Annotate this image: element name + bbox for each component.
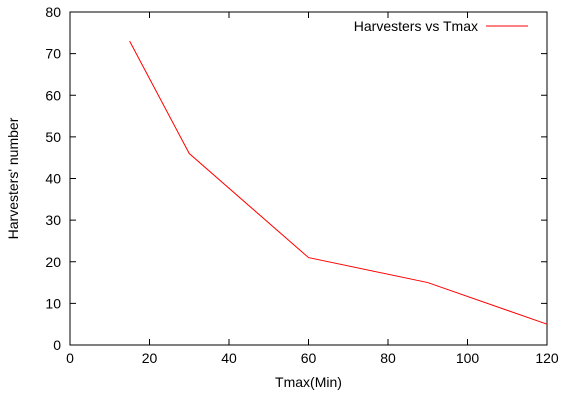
y-tick-label: 50	[45, 129, 61, 145]
legend: Harvesters vs Tmax	[354, 18, 528, 34]
y-tick-label: 40	[45, 171, 61, 187]
y-tick-label: 10	[45, 295, 61, 311]
y-tick-label: 80	[45, 4, 61, 20]
plot-frame	[69, 11, 548, 346]
y-tick-label: 70	[45, 46, 61, 62]
x-tick-label: 120	[535, 350, 559, 366]
x-tick-label: 100	[456, 350, 480, 366]
y-tick-label: 60	[45, 87, 61, 103]
y-tick-label: 0	[53, 337, 61, 353]
x-tick-label: 80	[380, 350, 396, 366]
x-axis-ticks: 0 20 40 60 80 100 120	[66, 12, 559, 366]
y-tick-label: 30	[45, 212, 61, 228]
legend-label: Harvesters vs Tmax	[354, 18, 478, 34]
x-tick-label: 0	[66, 350, 74, 366]
x-axis-title: Tmax(Min)	[275, 374, 342, 390]
y-tick-label: 20	[45, 254, 61, 270]
x-tick-label: 20	[142, 350, 158, 366]
y-axis-ticks: 0 10 20 30 40 50 60 70 80	[45, 4, 547, 353]
x-tick-label: 60	[301, 350, 317, 366]
series-line	[129, 40, 548, 325]
x-tick-label: 40	[221, 350, 237, 366]
series-layer	[129, 40, 548, 325]
y-axis-title: Harvesters' number	[5, 117, 21, 239]
